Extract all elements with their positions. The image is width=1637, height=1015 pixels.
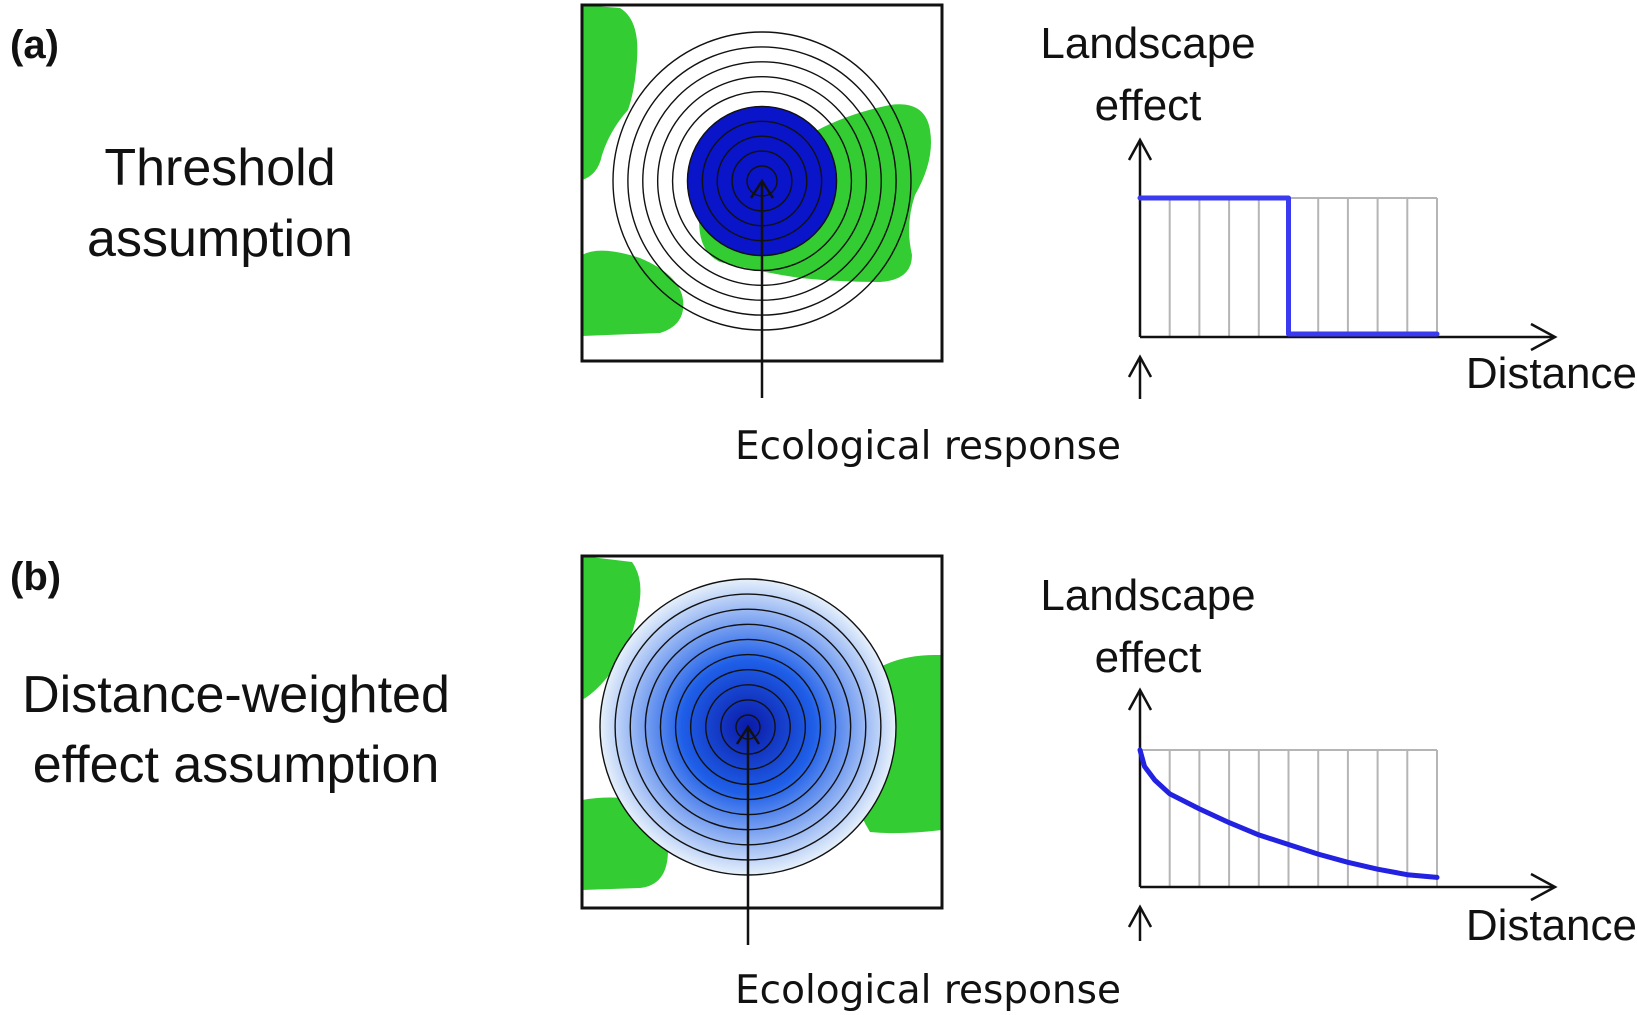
origin-arrowhead	[1127, 904, 1153, 928]
panel-a: (a) Threshold assumption Ecological resp…	[10, 3, 1637, 469]
assumption-line-1: Distance-weighted	[22, 666, 450, 724]
origin-arrowhead	[1127, 354, 1153, 378]
distance-weighted-chart	[1127, 687, 1558, 941]
assumption-line-2: assumption	[87, 210, 353, 268]
y-axis-title-line-2: effect	[1095, 81, 1202, 130]
habitat-patch	[582, 5, 638, 180]
y-axis-arrowhead	[1127, 687, 1153, 711]
y-axis-arrowhead	[1127, 137, 1153, 161]
habitat-patch	[582, 556, 641, 700]
y-axis-title-line-2: effect	[1095, 633, 1202, 682]
habitat-patch	[582, 250, 684, 336]
map-frame	[580, 554, 944, 910]
series-line	[1137, 747, 1440, 880]
panel-letter: (b)	[10, 555, 61, 599]
assumption-line-1: Threshold	[104, 139, 335, 197]
x-axis-arrowhead	[1530, 322, 1558, 352]
series-line	[1137, 195, 1440, 337]
x-axis-title: Distance	[1466, 349, 1637, 398]
panel-letter: (a)	[10, 23, 59, 67]
threshold-chart	[1127, 137, 1558, 399]
y-axis-title-line-1: Landscape	[1040, 19, 1255, 68]
y-axis-title-line-1: Landscape	[1040, 571, 1255, 620]
x-axis-title: Distance	[1466, 901, 1637, 950]
response-label: Ecological response	[735, 424, 1121, 469]
pointer-arrowhead	[749, 178, 775, 199]
panel-b: (b) Distance-weighted effect assumption …	[10, 554, 1637, 1013]
pointer-arrowhead	[735, 724, 761, 745]
response-label: Ecological response	[735, 968, 1121, 1013]
assumption-line-2: effect assumption	[33, 736, 440, 794]
x-axis-arrowhead	[1530, 872, 1558, 902]
